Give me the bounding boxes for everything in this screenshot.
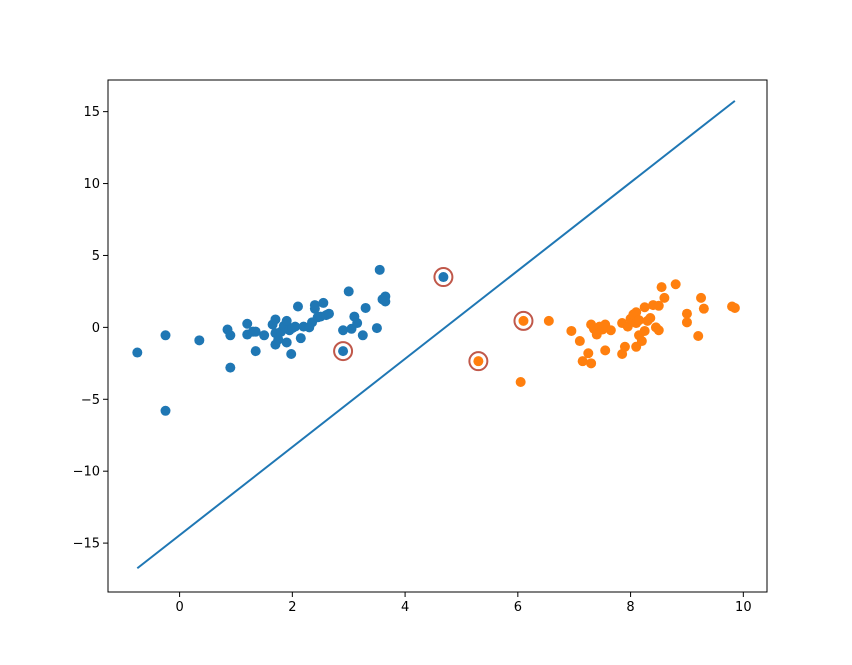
data-point-series-1 bbox=[323, 308, 334, 319]
data-point-series-2 bbox=[696, 292, 707, 303]
data-point-series-2 bbox=[583, 348, 594, 359]
data-point-series-1 bbox=[160, 405, 171, 416]
y-tick-label: 0 bbox=[92, 321, 100, 336]
data-point-series-2 bbox=[729, 302, 740, 313]
support-vector-marker bbox=[333, 341, 354, 362]
data-point-series-2 bbox=[622, 321, 633, 332]
data-point-series-2 bbox=[600, 345, 611, 356]
data-point-series-2 bbox=[681, 317, 692, 328]
y-tick-label: 5 bbox=[92, 249, 100, 264]
y-tick-label: −15 bbox=[73, 537, 100, 552]
data-point-series-2 bbox=[639, 302, 650, 313]
support-vector-marker bbox=[513, 310, 534, 331]
data-point-series-2 bbox=[693, 331, 704, 341]
data-point-series-1 bbox=[438, 272, 449, 283]
data-point-series-2 bbox=[566, 325, 577, 336]
data-point-series-1 bbox=[295, 333, 306, 344]
data-point-series-2 bbox=[577, 356, 588, 367]
data-point-series-1 bbox=[225, 362, 236, 373]
data-point-series-1 bbox=[338, 325, 349, 336]
data-point-series-1 bbox=[194, 335, 205, 346]
data-point-series-1 bbox=[273, 334, 284, 345]
plot-area bbox=[132, 100, 740, 570]
data-point-series-1 bbox=[360, 302, 371, 313]
data-point-series-1 bbox=[380, 296, 391, 307]
data-point-series-1 bbox=[286, 348, 297, 359]
support-vector-marker bbox=[468, 351, 489, 372]
data-point-series-2 bbox=[518, 315, 529, 326]
y-tick-label: 10 bbox=[83, 177, 100, 192]
data-point-series-1 bbox=[225, 330, 236, 341]
data-point-series-2 bbox=[543, 315, 554, 326]
data-point-series-1 bbox=[374, 264, 385, 275]
data-point-series-1 bbox=[318, 297, 329, 308]
x-tick-label: 8 bbox=[626, 600, 634, 615]
data-point-series-1 bbox=[357, 330, 368, 341]
support-vector-marker bbox=[433, 267, 454, 288]
data-point-series-2 bbox=[659, 292, 670, 303]
data-point-series-2 bbox=[698, 303, 709, 314]
data-point-series-1 bbox=[270, 314, 281, 325]
data-point-series-2 bbox=[636, 336, 647, 347]
axis-ticks: 0 2 4 6 8 10 −15 −10 −5 0 5 10 15 bbox=[73, 105, 752, 615]
data-point-series-1 bbox=[352, 318, 363, 329]
data-point-series-2 bbox=[653, 325, 664, 336]
y-tick-label: −10 bbox=[73, 465, 100, 480]
data-point-series-1 bbox=[309, 300, 320, 311]
data-point-series-2 bbox=[631, 307, 642, 318]
data-point-series-1 bbox=[132, 347, 143, 358]
data-point-series-2 bbox=[586, 358, 597, 369]
data-point-series-1 bbox=[343, 286, 354, 297]
data-point-series-2 bbox=[639, 325, 650, 336]
axes-frame bbox=[107, 79, 768, 593]
data-point-series-2 bbox=[656, 282, 667, 293]
x-tick-label: 6 bbox=[514, 600, 522, 615]
y-tick-label: −5 bbox=[81, 393, 100, 408]
x-tick-label: 4 bbox=[401, 600, 409, 615]
y-tick-label: 15 bbox=[83, 105, 100, 120]
data-point-series-1 bbox=[290, 321, 301, 332]
data-point-series-1 bbox=[338, 346, 349, 357]
data-point-series-2 bbox=[645, 313, 656, 324]
decision-boundary-line bbox=[136, 100, 736, 570]
data-point-series-2 bbox=[670, 279, 681, 290]
data-point-series-2 bbox=[605, 325, 616, 336]
data-point-series-1 bbox=[250, 346, 261, 357]
x-tick-label: 10 bbox=[735, 600, 752, 615]
data-point-series-1 bbox=[292, 301, 303, 312]
data-point-series-1 bbox=[371, 323, 382, 334]
data-point-series-2 bbox=[681, 308, 692, 319]
data-point-series-2 bbox=[574, 336, 585, 347]
data-point-series-2 bbox=[515, 377, 526, 388]
data-point-series-1 bbox=[281, 337, 292, 348]
data-point-series-1 bbox=[160, 330, 171, 341]
x-tick-label: 0 bbox=[175, 600, 183, 615]
data-point-series-2 bbox=[473, 356, 484, 367]
data-point-series-1 bbox=[242, 318, 253, 329]
data-point-series-1 bbox=[259, 330, 270, 341]
data-point-series-1 bbox=[281, 315, 292, 326]
data-point-series-2 bbox=[634, 315, 645, 326]
data-point-series-2 bbox=[653, 300, 664, 311]
data-point-series-2 bbox=[619, 341, 630, 352]
data-point-series-1 bbox=[250, 326, 261, 337]
x-tick-label: 2 bbox=[288, 600, 296, 615]
